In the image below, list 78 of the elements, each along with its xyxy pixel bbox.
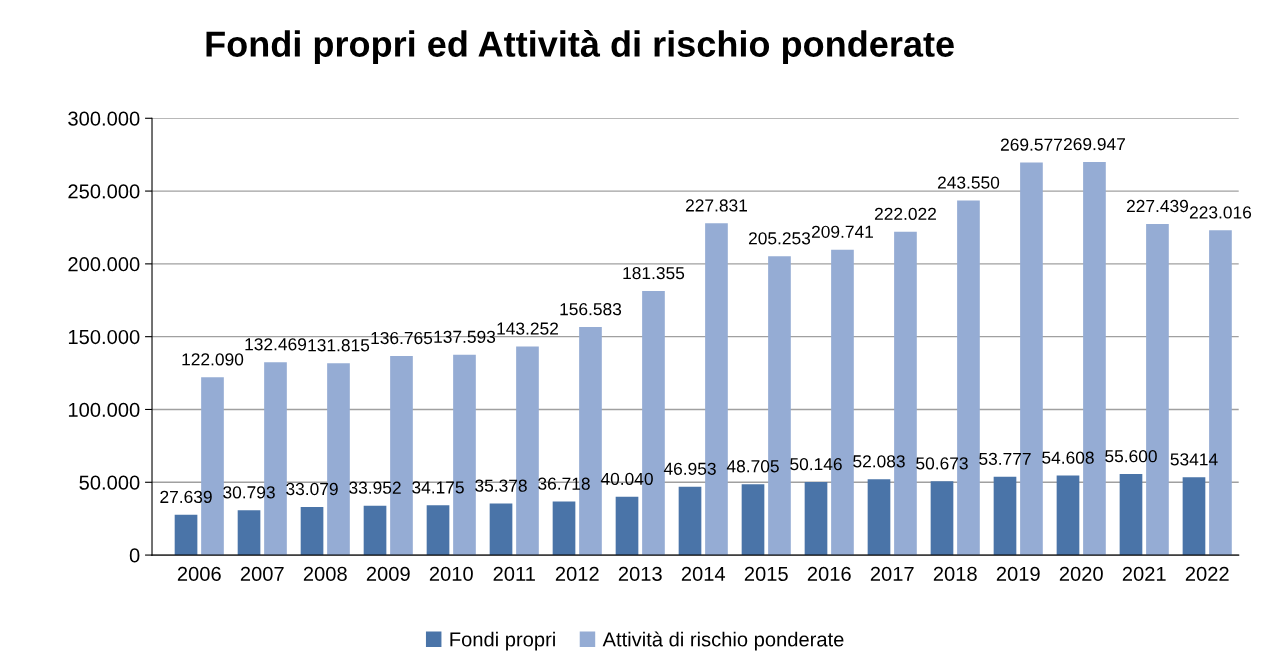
data-label: 55.600 — [1105, 450, 1157, 463]
x-tick-label: 2019 — [996, 566, 1040, 581]
data-label: 136.765 — [371, 331, 433, 345]
x-tick-label: 2012 — [555, 566, 599, 581]
x-tick-label: 2008 — [303, 566, 347, 581]
y-tick-label: 200.000 — [68, 257, 140, 272]
y-tick-label: 250.000 — [68, 184, 140, 199]
x-tick-label: 2013 — [618, 566, 662, 581]
data-label: 137.593 — [434, 330, 496, 343]
data-label: 205.253 — [748, 232, 811, 245]
bar — [237, 510, 261, 556]
data-label: 269.577 — [1000, 138, 1062, 151]
x-tick-label: 2014 — [681, 566, 726, 581]
data-label: 181.355 — [623, 266, 685, 280]
x-tick-label: 2020 — [1059, 566, 1103, 581]
x-tick-label: 2007 — [240, 566, 284, 581]
bar — [552, 501, 576, 556]
data-label: 33.952 — [349, 481, 401, 494]
x-tick-label: 2022 — [1185, 566, 1229, 581]
y-tick-label: 150.000 — [68, 329, 140, 345]
bar — [867, 479, 891, 556]
x-tick-label: 2021 — [1122, 566, 1166, 581]
data-label: 40.040 — [600, 472, 653, 486]
data-label: 132.469 — [245, 338, 307, 351]
bar — [489, 503, 513, 556]
bar — [174, 514, 198, 556]
data-label: 52.083 — [853, 455, 905, 468]
data-label: 36.718 — [538, 477, 590, 490]
data-label: 46.953 — [663, 462, 716, 475]
x-tick-label: 2018 — [933, 566, 977, 581]
y-tick-label: 100.000 — [68, 402, 140, 417]
x-tick-label: 2010 — [429, 566, 473, 581]
data-label: 30.793 — [223, 486, 275, 499]
data-label: 227.439 — [1126, 199, 1189, 213]
bar — [1119, 474, 1143, 556]
bar — [426, 505, 450, 556]
data-label: 209.741 — [811, 225, 873, 238]
bar — [930, 481, 954, 556]
x-tick-label: 2009 — [366, 566, 410, 581]
data-label: 143.252 — [497, 322, 558, 335]
data-label: 223.016 — [1189, 206, 1252, 219]
x-tick-label: 2015 — [744, 566, 788, 581]
bar — [678, 486, 702, 556]
data-label: 48.705 — [726, 460, 779, 473]
y-tick-label: 50.000 — [79, 475, 140, 490]
data-label: 33.079 — [286, 482, 338, 496]
data-label: 269.947 — [1063, 137, 1125, 151]
legend-label: Fondi propri — [450, 631, 555, 651]
data-label: 35.378 — [475, 479, 527, 492]
x-tick-label: 2016 — [807, 566, 851, 581]
data-label: 243.550 — [937, 176, 1000, 189]
data-label: 53414 — [1170, 453, 1218, 466]
x-tick-label: 2017 — [870, 566, 914, 581]
data-label: 27.639 — [160, 490, 212, 504]
x-tick-label: 2011 — [493, 566, 535, 581]
bar — [615, 496, 639, 556]
chart-title: Fondi propri ed Attività di rischio ponderate — [206, 30, 954, 65]
legend-label: Attività di rischio ponderate — [602, 631, 844, 651]
data-label: 222.022 — [874, 207, 936, 221]
bar — [1056, 475, 1080, 556]
data-label: 54.608 — [1042, 451, 1094, 464]
bar — [1182, 477, 1206, 556]
data-label: 53.777 — [979, 452, 1031, 466]
bar — [741, 484, 765, 556]
y-tick-label: 0 — [129, 548, 140, 563]
data-label: 50.146 — [790, 458, 842, 471]
y-tick-label: 300.000 — [68, 111, 140, 126]
data-label: 34.175 — [412, 481, 464, 494]
data-label: 227.831 — [685, 199, 747, 212]
data-label: 122.090 — [182, 353, 244, 366]
bar — [363, 505, 387, 556]
data-label: 50.673 — [916, 457, 968, 470]
bar — [300, 506, 324, 556]
x-tick-label: 2006 — [177, 566, 221, 581]
data-label: 156.583 — [560, 303, 622, 316]
data-label: 131.815 — [308, 339, 370, 352]
bar — [804, 482, 828, 556]
bar — [993, 476, 1017, 556]
